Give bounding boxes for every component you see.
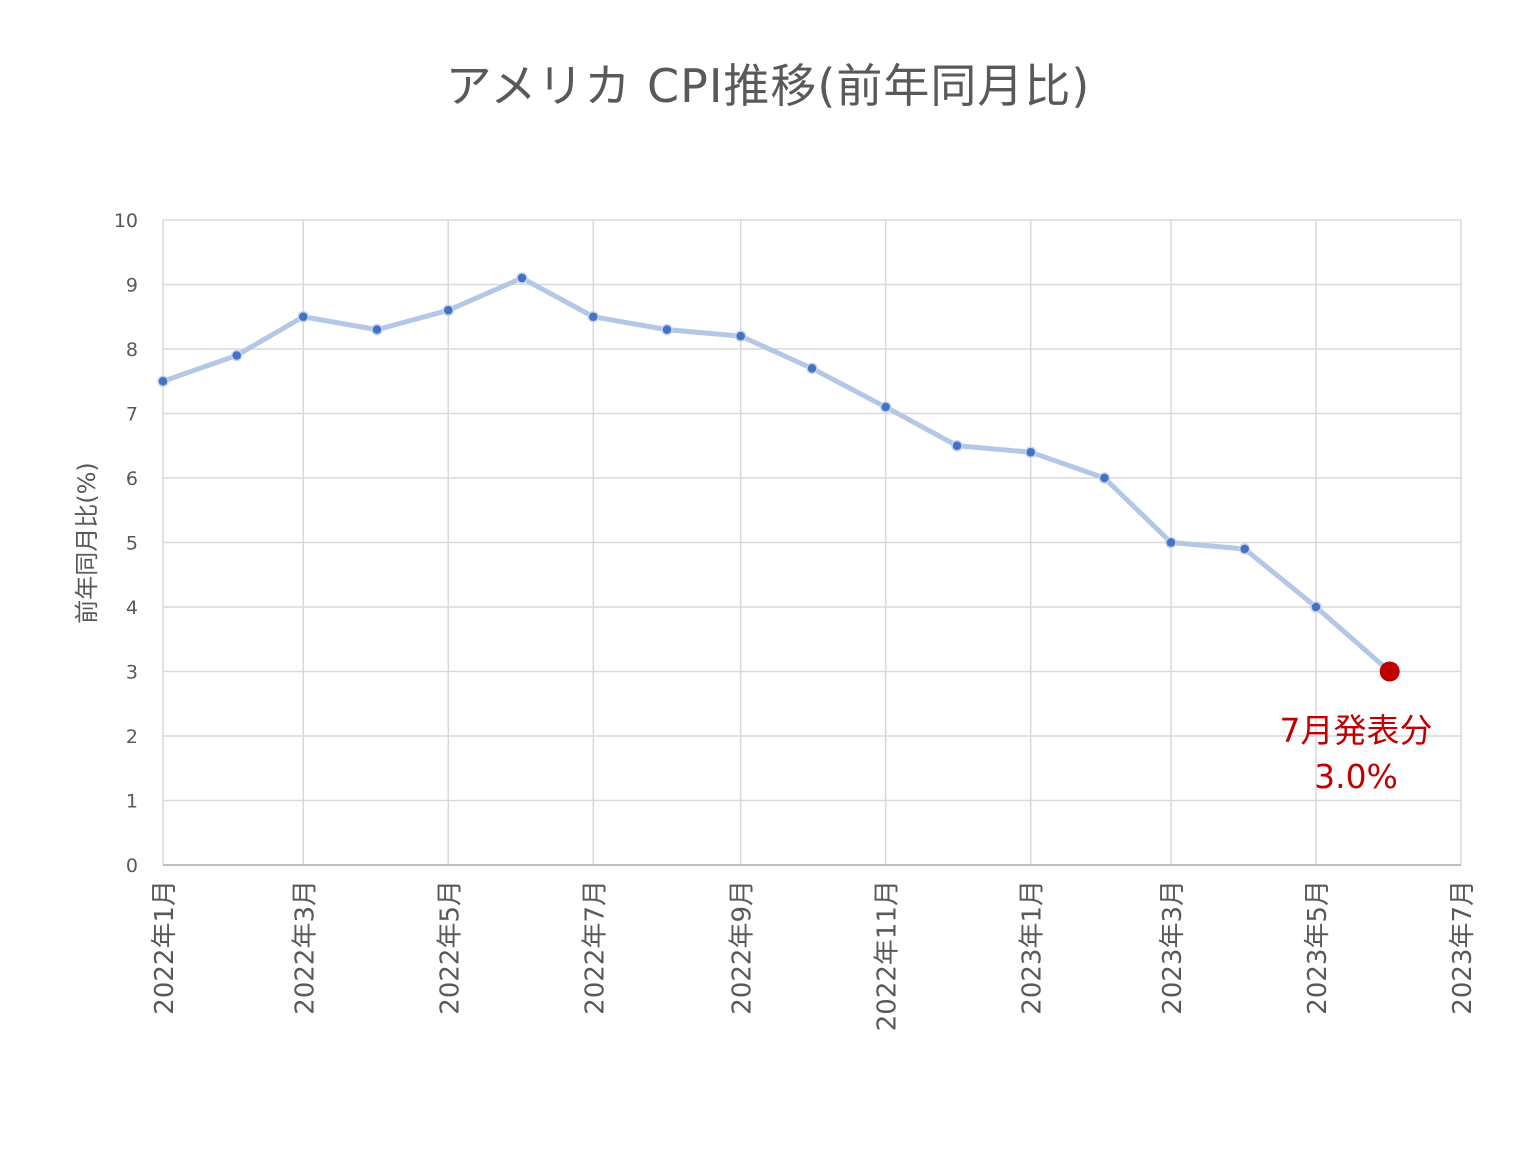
- y-tick-label: 0: [126, 855, 138, 877]
- data-point-marker: [230, 349, 243, 362]
- data-point-marker: [516, 272, 528, 284]
- x-tick-label: 2022年3月: [290, 880, 320, 1015]
- data-point-marker: [1098, 472, 1111, 484]
- data-point-marker: [442, 304, 455, 317]
- y-axis-label: 前年同月比(%): [73, 462, 101, 624]
- data-point-marker: [587, 311, 600, 323]
- y-axis-ticks: 0 1 2 3 4 5 6 7 8 9 10: [114, 210, 138, 877]
- data-point-marker: [1165, 536, 1177, 549]
- y-tick-label: 5: [126, 533, 138, 555]
- highlight-marker: [1379, 661, 1400, 682]
- x-axis-ticks: 2022年1月 2022年3月 2022年5月 2022年7月 2022年9月 2022年…: [150, 880, 1478, 1031]
- y-tick-label: 10: [114, 210, 138, 232]
- gridlines: [162, 219, 1462, 866]
- data-point-marker: [806, 362, 818, 375]
- data-point-marker: [734, 330, 747, 342]
- data-point-marker: [1238, 543, 1251, 555]
- y-tick-label: 1: [126, 791, 138, 813]
- data-point-marker: [879, 401, 892, 413]
- x-tick-label: 2023年3月: [1158, 880, 1188, 1015]
- x-tick-label: 2022年5月: [435, 880, 465, 1015]
- data-point-marker: [951, 440, 963, 452]
- x-tick-label: 2022年11月: [873, 880, 903, 1031]
- y-tick-label: 2: [126, 726, 138, 748]
- data-series: [157, 272, 1392, 674]
- data-point-marker: [1310, 601, 1322, 613]
- chart-title: アメリカ CPI推移(前年同月比): [445, 59, 1091, 113]
- annotation-value: 3.0%: [1314, 757, 1398, 796]
- y-tick-label: 4: [126, 597, 138, 619]
- data-point-marker: [371, 323, 383, 336]
- data-point-marker: [297, 311, 310, 323]
- y-tick-label: 9: [126, 275, 138, 297]
- y-tick-label: 3: [126, 662, 138, 684]
- data-point-marker: [661, 323, 673, 336]
- x-tick-label: 2023年1月: [1018, 880, 1048, 1015]
- series-line: [162, 275, 1392, 674]
- x-tick-label: 2022年1月: [150, 880, 180, 1015]
- x-tick-label: 2022年7月: [580, 880, 610, 1015]
- y-tick-label: 7: [126, 404, 138, 426]
- annotation-label: 7月発表分: [1280, 711, 1433, 750]
- x-tick-label: 2023年5月: [1303, 880, 1333, 1015]
- data-point-marker: [157, 375, 169, 387]
- x-tick-label: 2022年9月: [728, 880, 758, 1015]
- data-point-marker: [1024, 446, 1037, 458]
- x-tick-label: 2023年7月: [1448, 880, 1478, 1015]
- y-tick-label: 6: [126, 468, 138, 490]
- highlight-point: [1379, 661, 1400, 682]
- y-tick-label: 8: [126, 339, 138, 361]
